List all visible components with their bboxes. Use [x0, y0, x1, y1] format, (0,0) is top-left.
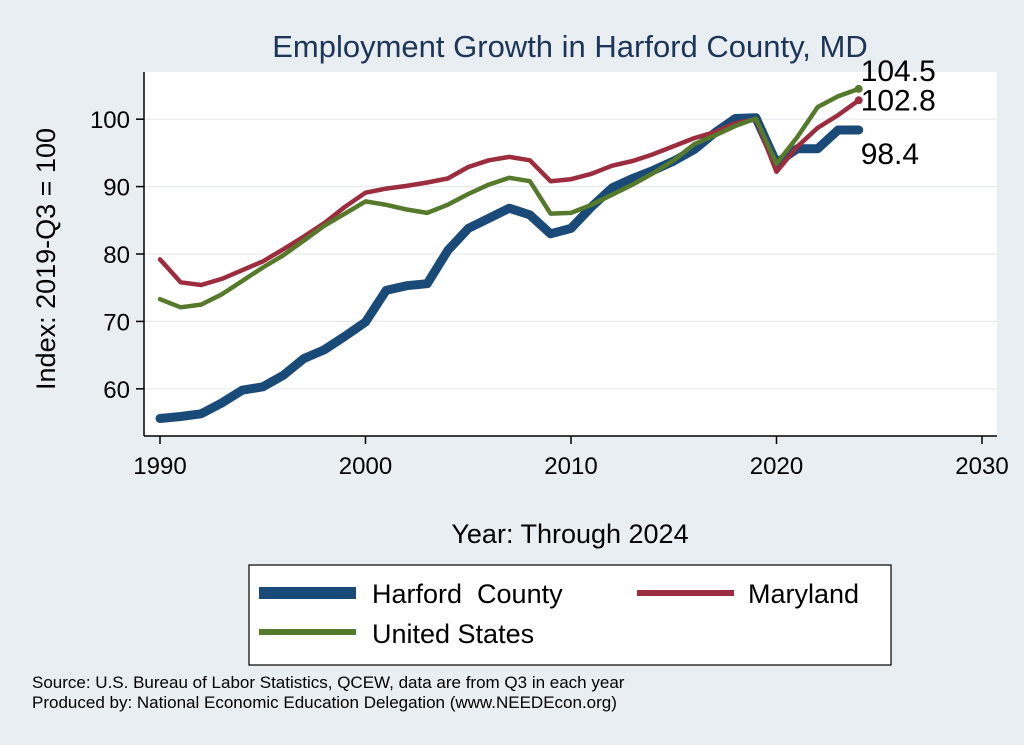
y-axis-title: Index: 2019-Q3 = 100 [31, 128, 61, 390]
legend-label-maryland: Maryland [748, 579, 859, 609]
series-lines [155, 84, 864, 423]
series-line-harford-county [155, 113, 864, 423]
legend: Harford County Maryland United States [248, 564, 892, 666]
x-tick-label-1990: 1990 [133, 453, 186, 480]
source-note: Source: U.S. Bureau of Labor Statistics,… [32, 673, 625, 692]
produced-by-note: Produced by: National Economic Education… [32, 693, 617, 712]
legend-label-harford: Harford County [372, 579, 563, 609]
series-line-united-states [157, 86, 861, 310]
x-tick-label-2030: 2030 [955, 453, 1008, 480]
series-endpoint-harford-county [854, 125, 863, 134]
y-tick-label-80: 80 [103, 242, 130, 269]
legend-label-united-states: United States [372, 619, 534, 649]
y-tick-label-90: 90 [103, 175, 130, 202]
x-tick-label-2020: 2020 [750, 453, 803, 480]
series-endpoint-united-states [854, 84, 863, 93]
x-axis-title: Year: Through 2024 [451, 519, 688, 549]
x-tick-label-2000: 2000 [339, 453, 392, 480]
x-tick-label-2010: 2010 [544, 453, 597, 480]
x-ticks: 1990 2000 2010 2020 2030 [133, 436, 1009, 480]
end-label-united-states: 104.5 [861, 55, 936, 88]
y-ticks: 60 70 80 90 100 [90, 107, 144, 404]
legend-box [248, 564, 892, 666]
y-tick-label-100: 100 [90, 107, 130, 134]
chart-title: Employment Growth in Harford County, MD [272, 29, 868, 64]
y-tick-label-70: 70 [103, 309, 130, 336]
y-tick-label-60: 60 [103, 377, 130, 404]
end-label-harford-county: 98.4 [861, 138, 919, 171]
series-endpoint-maryland [854, 96, 863, 105]
end-label-maryland: 102.8 [861, 84, 936, 117]
